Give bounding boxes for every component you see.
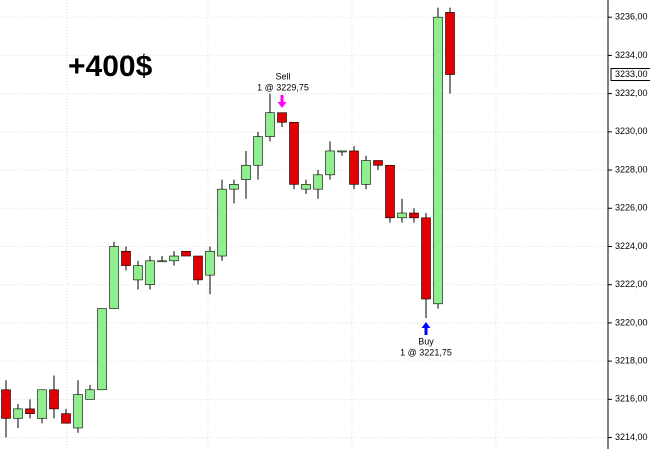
headline: +400$: [68, 50, 153, 83]
candle-body: [397, 212, 407, 219]
y-tick-label: 3218,00: [615, 355, 648, 365]
candle-body: [205, 250, 215, 276]
candle-body: [277, 112, 287, 123]
candle-body: [49, 389, 59, 410]
candle-body: [325, 150, 335, 176]
y-tick-label: 3224,00: [615, 241, 648, 251]
y-tick-label: 3232,00: [615, 88, 648, 98]
last-price-box: [610, 68, 650, 82]
candle-body: [361, 160, 371, 185]
y-tick-label: 3228,00: [615, 164, 648, 174]
candle-body: [265, 112, 275, 137]
sell-label: Sell: [275, 71, 290, 81]
candle-body: [73, 394, 83, 429]
sell-arrow: [277, 95, 287, 108]
last-price-label: 3233,00: [615, 69, 648, 79]
candle-body: [157, 260, 167, 263]
y-tick-label: 3220,00: [615, 317, 648, 327]
buy-detail: 1 @ 3221,75: [400, 347, 452, 357]
candle-body: [145, 260, 155, 285]
candle-body: [37, 389, 47, 419]
candle-body: [217, 188, 227, 257]
candle-body: [373, 160, 383, 166]
y-tick-label: 3222,00: [615, 279, 648, 289]
y-tick-label: 3226,00: [615, 203, 648, 213]
candle-body: [337, 150, 347, 153]
candle-body: [1, 389, 11, 419]
y-tick-label: 3234,00: [615, 50, 648, 60]
candle-body: [181, 250, 191, 257]
candle-body: [61, 413, 71, 424]
candle-body: [109, 246, 119, 309]
sell-detail: 1 @ 3229,75: [257, 82, 309, 92]
candle-body: [409, 212, 419, 219]
candle-body: [13, 408, 23, 419]
candle-body: [121, 250, 131, 266]
candle-body: [133, 265, 143, 281]
candle-body: [349, 150, 359, 185]
candle-body: [253, 136, 263, 166]
candle-body: [169, 255, 179, 262]
candle-body: [229, 184, 239, 190]
candle-body: [25, 408, 35, 414]
candle-body: [97, 308, 107, 391]
candle-body: [85, 389, 95, 400]
candle-body: [445, 12, 455, 75]
candle-body: [301, 184, 311, 190]
candle-body: [385, 164, 395, 219]
candle-body: [289, 121, 299, 185]
buy-label: Buy: [418, 336, 434, 346]
candle-body: [313, 174, 323, 190]
y-tick-label: 3214,00: [615, 432, 648, 442]
y-tick-label: 3236,00: [615, 12, 648, 22]
candle-body: [241, 164, 251, 180]
candle-body: [433, 16, 443, 305]
y-tick-label: 3230,00: [615, 126, 648, 136]
candle-body: [421, 217, 431, 300]
buy-arrow: [421, 322, 431, 335]
candle-body: [193, 255, 203, 281]
y-tick-label: 3216,00: [615, 394, 648, 404]
